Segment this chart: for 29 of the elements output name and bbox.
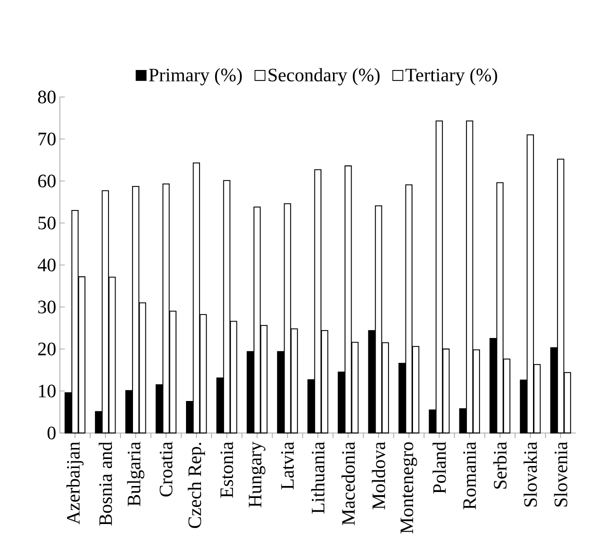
x-tick-label: Slovenia — [554, 442, 568, 506]
x-tick-label: Bosnia and — [98, 442, 112, 526]
x-tick-label: Bulgaria — [127, 442, 144, 506]
x-tick-label: Latvia — [281, 442, 294, 490]
x-tick-label: Azerbaijan — [66, 442, 84, 524]
x-tick-label: Poland — [432, 442, 446, 494]
y-tick-label: 60 — [38, 174, 56, 188]
y-tick-label: 0 — [48, 426, 56, 440]
x-tick-label: Czech Rep. — [188, 442, 205, 528]
x-tick-label: Lithuania — [311, 442, 324, 514]
y-tick-label: 20 — [38, 342, 56, 356]
x-tick-label: Macedonia — [342, 442, 355, 526]
x-tick-label: Croatia — [160, 442, 172, 496]
legend-label: Tertiary (%) — [406, 68, 498, 86]
x-tick-label: Slovakia — [524, 442, 537, 506]
y-tick-label: 50 — [38, 216, 56, 230]
y-tick-label: 80 — [38, 90, 56, 104]
legend-label: Secondary (%) — [268, 68, 380, 86]
y-tick-label: 10 — [39, 384, 56, 398]
x-tick-label: Montenegro — [400, 442, 418, 534]
x-tick-label: Romania — [463, 442, 476, 510]
x-tick-label: Moldova — [372, 442, 386, 510]
y-tick-label: 30 — [38, 300, 56, 314]
x-tick-label: Serbia — [493, 442, 507, 489]
x-tick-label: Estonia — [220, 442, 234, 498]
y-tick-label: 70 — [38, 132, 56, 146]
legend-label: Primary (%) — [149, 68, 242, 86]
x-tick-label: Hungary — [248, 442, 266, 508]
y-tick-label: 40 — [38, 258, 56, 272]
